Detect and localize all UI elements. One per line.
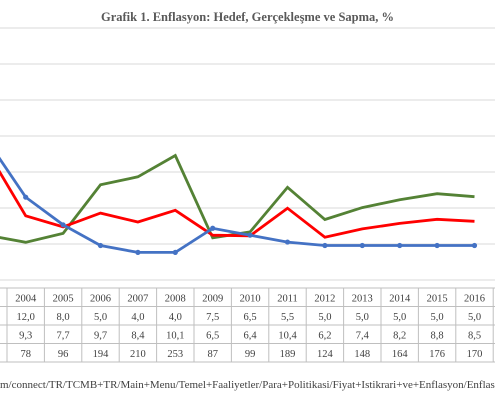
table-cell: 87 — [207, 349, 218, 360]
x-tick-label: 2005 — [53, 294, 74, 305]
table-cell: 6,4 — [244, 331, 258, 342]
x-tick-label: 2014 — [389, 294, 411, 305]
table-cell: 5,0 — [431, 312, 444, 323]
table-cell: 7,4 — [356, 331, 370, 342]
table-cell: 6,2 — [318, 331, 331, 342]
data-point-hedef — [247, 232, 253, 238]
table-cell: 5,0 — [356, 312, 369, 323]
table-cell: 194 — [93, 349, 110, 360]
chart-title: Grafik 1. Enflasyon: Hedef, Gerçekleşme … — [100, 10, 395, 24]
table-cell: 5,5 — [281, 312, 294, 323]
table-cell: 210 — [130, 349, 146, 360]
table-cell: 10,4 — [278, 331, 297, 342]
x-tick-label: 2011 — [277, 294, 298, 305]
table-cell: 189 — [280, 349, 296, 360]
data-point-hedef — [397, 242, 403, 249]
table-cell: 99 — [245, 349, 256, 360]
data-point-hedef — [60, 222, 66, 228]
x-tick-label: 2016 — [464, 294, 485, 305]
table-cell: 5,0 — [94, 312, 107, 323]
table-cell: 5,0 — [468, 312, 481, 323]
table-cell: 8,2 — [393, 331, 406, 342]
x-tick-label: 2015 — [427, 294, 448, 305]
table-cell: 6,5 — [206, 331, 219, 342]
series-hedef — [0, 156, 478, 255]
table-cell: 124 — [317, 349, 334, 360]
table-cell: 9,3 — [19, 331, 32, 342]
table-cell: 9,7 — [94, 331, 107, 342]
table-cell: 148 — [354, 349, 370, 360]
table-cell: 8,4 — [131, 331, 145, 342]
data-point-hedef — [23, 194, 29, 200]
series-line-hedef — [0, 156, 475, 254]
table-cell: 4,0 — [131, 312, 144, 323]
table-cell: 170 — [467, 349, 483, 360]
table-cell: 8,5 — [468, 331, 481, 342]
series-gerceklesme — [0, 169, 475, 239]
x-tick-label: 2007 — [127, 294, 148, 305]
data-point-hedef — [322, 242, 328, 249]
table-cell: 7,5 — [206, 312, 219, 323]
data-point-hedef — [135, 249, 141, 255]
data-point-hedef — [172, 249, 178, 255]
table-cell: 12,0 — [17, 312, 35, 323]
x-tick-label: 2004 — [15, 294, 37, 305]
x-tick-label: 2013 — [352, 294, 373, 305]
data-point-hedef — [97, 242, 104, 249]
x-tick-label: 2008 — [165, 294, 186, 305]
source-url: m/connect/TR/TCMB+TR/Main+Menu/Temel+Faa… — [0, 379, 495, 391]
data-point-hedef — [210, 225, 216, 231]
x-tick-label: 2006 — [90, 294, 111, 305]
table-cell: 5,0 — [393, 312, 406, 323]
table-cell: 7,7 — [57, 331, 70, 342]
table-cell: 10,1 — [166, 331, 184, 342]
table-cell: 6,5 — [244, 312, 257, 323]
x-tick-label: 2010 — [240, 294, 261, 305]
table-cell: 176 — [429, 349, 445, 360]
data-point-hedef — [434, 242, 440, 249]
table-cell: 253 — [167, 349, 183, 360]
data-point-hedef — [471, 242, 478, 249]
data-point-hedef — [284, 239, 291, 245]
table-cell: 96 — [58, 349, 69, 360]
x-tick-label: 2012 — [314, 294, 335, 305]
x-tick-label: 2009 — [202, 294, 223, 305]
table-cell: 4,0 — [169, 312, 182, 323]
table-cell: 164 — [392, 349, 409, 360]
data-point-hedef — [359, 242, 365, 249]
gridlines — [0, 27, 495, 281]
table-cell: 8,0 — [57, 312, 70, 323]
series-line-gerceklesme — [0, 169, 475, 239]
data-table: 2004 2005 2006 2007 2008 2009 2010 2011 2012 2013… — [0, 287, 495, 363]
table-cell: 78 — [20, 349, 31, 360]
table-cell: 8,8 — [431, 331, 444, 342]
table-cell: 5,0 — [318, 312, 331, 323]
